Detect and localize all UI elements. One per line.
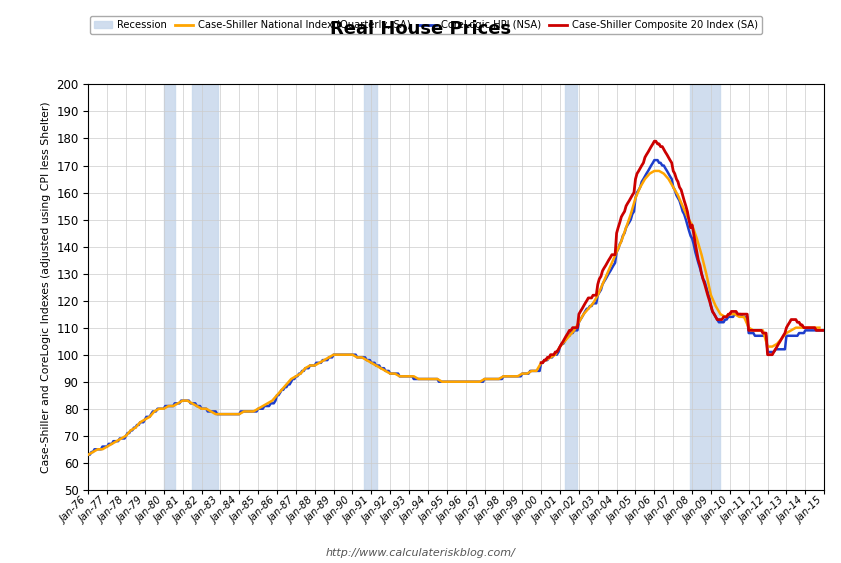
Bar: [164, 84, 175, 490]
Bar: [565, 84, 577, 490]
Text: http://www.calculateriskblog.com/: http://www.calculateriskblog.com/: [325, 548, 516, 558]
Bar: [690, 84, 721, 490]
Legend: Recession, Case-Shiller National Index (Quarterly, SA), CoreLogic HPI (NSA), Cas: Recession, Case-Shiller National Index (…: [90, 16, 762, 34]
Text: Real House Prices: Real House Prices: [330, 20, 511, 38]
Bar: [192, 84, 219, 490]
Y-axis label: Case-Shiller and CoreLogic Indexes (adjusted using CPI less Shelter): Case-Shiller and CoreLogic Indexes (adju…: [40, 101, 50, 473]
Bar: [364, 84, 377, 490]
